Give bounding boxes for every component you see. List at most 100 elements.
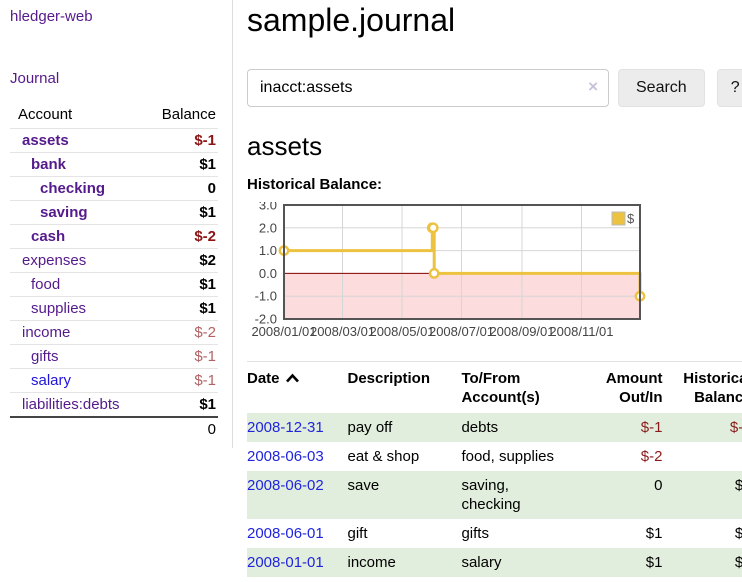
register-row: 2008-06-02 save saving, checking 0 $2 <box>247 471 742 519</box>
accounts-header-balance: Balance <box>161 106 216 123</box>
register-body: 2008-12-31 pay off debts $-1 $-1 2008-06… <box>247 413 742 577</box>
account-balance: $1 <box>199 204 216 221</box>
account-link[interactable]: saving <box>40 204 88 221</box>
transaction-date-link[interactable]: 2008-06-01 <box>247 525 324 542</box>
register-row: 2008-12-31 pay off debts $-1 $-1 <box>247 413 742 442</box>
account-link[interactable]: food <box>31 276 61 293</box>
register-table: Date Description To/From Account(s) Amou… <box>247 361 742 577</box>
account-link[interactable]: gifts <box>31 348 59 365</box>
nav-journal-link[interactable]: Journal <box>10 70 60 87</box>
accounts-total-spacer <box>10 416 148 441</box>
legend-swatch <box>611 211 626 226</box>
account-link[interactable]: checking <box>40 180 106 197</box>
transaction-accounts: salary <box>461 554 502 571</box>
account-heading: assets <box>247 131 323 161</box>
register-row: 2008-06-03 eat & shop food, supplies $-2… <box>247 442 742 471</box>
account-link[interactable]: supplies <box>31 300 87 317</box>
search-input[interactable] <box>247 69 609 107</box>
transaction-balance: $1 <box>734 554 742 571</box>
svg-text:2008/11/01: 2008/11/01 <box>549 324 613 339</box>
transaction-amount: $-2 <box>640 448 663 465</box>
transaction-amount: $1 <box>645 525 663 542</box>
account-row: assets $-1 <box>10 128 218 153</box>
svg-text:2008/05/01: 2008/05/01 <box>369 324 434 339</box>
account-link[interactable]: salary <box>31 372 72 389</box>
account-balance: $-1 <box>194 132 216 149</box>
data-point-marker <box>428 268 440 279</box>
help-button[interactable]: ? <box>716 69 742 107</box>
register-header-amount: Amount Out/In <box>605 370 663 406</box>
account-link[interactable]: assets <box>22 132 69 149</box>
transaction-balance: $2 <box>734 525 742 542</box>
account-link[interactable]: expenses <box>22 252 87 269</box>
chart-title: Historical Balance: <box>247 176 383 193</box>
transaction-date-link[interactable]: 2008-06-03 <box>247 448 324 465</box>
svg-text:2008/03/01: 2008/03/01 <box>310 324 375 339</box>
svg-text:0.0: 0.0 <box>259 266 277 281</box>
account-balance: $1 <box>199 276 216 293</box>
account-row: checking 0 <box>10 176 218 201</box>
transaction-accounts: gifts <box>461 525 489 542</box>
svg-text:2.0: 2.0 <box>259 220 277 235</box>
search-button[interactable]: Search <box>618 69 705 107</box>
transaction-date-link[interactable]: 2008-06-02 <box>247 477 324 494</box>
brand-link[interactable]: hledger-web <box>10 8 93 25</box>
register-header-date[interactable]: Date <box>247 362 347 414</box>
transaction-description: pay off <box>347 419 393 436</box>
svg-text:1.0: 1.0 <box>259 243 277 258</box>
accounts-total-value: 0 <box>147 416 218 441</box>
account-row: supplies $1 <box>10 296 218 321</box>
account-balance: $2 <box>199 252 216 269</box>
transaction-amount: 0 <box>654 477 663 494</box>
transaction-balance: $2 <box>734 477 742 494</box>
account-balance: $1 <box>199 156 216 173</box>
account-balance: $-2 <box>194 228 216 245</box>
account-link[interactable]: income <box>22 324 71 341</box>
search-form: × Search ? <box>247 69 742 107</box>
main-content: sample.journal × Search ? assets Histori… <box>233 0 742 577</box>
account-row: salary $-1 <box>10 368 218 393</box>
clear-search-icon[interactable]: × <box>588 77 598 96</box>
register-header-row: Date Description To/From Account(s) Amou… <box>247 362 742 414</box>
page-title: sample.journal <box>247 2 456 38</box>
transaction-date-link[interactable]: 2008-12-31 <box>247 419 324 436</box>
svg-text:2008/09/01: 2008/09/01 <box>489 324 554 339</box>
register-header-accounts: To/From Account(s) <box>461 370 540 406</box>
transaction-accounts: food, supplies <box>461 448 555 465</box>
transaction-description: gift <box>347 525 368 542</box>
transaction-description: income <box>347 554 396 571</box>
register-header-balance: Historical Balance <box>683 370 742 406</box>
account-balance: $-1 <box>194 372 216 389</box>
transaction-description: eat & shop <box>347 448 420 465</box>
transaction-accounts: debts <box>461 419 499 436</box>
account-link[interactable]: liabilities:debts <box>22 396 120 413</box>
sort-asc-icon <box>285 373 299 383</box>
account-balance: 0 <box>207 180 216 197</box>
account-row: saving $1 <box>10 200 218 225</box>
register-row: 2008-06-01 gift gifts $1 $2 <box>247 519 742 548</box>
transaction-date-link[interactable]: 2008-01-01 <box>247 554 324 571</box>
account-row: expenses $2 <box>10 248 218 273</box>
svg-text:-1.0: -1.0 <box>255 289 277 304</box>
account-row: food $1 <box>10 272 218 297</box>
transaction-accounts: saving, checking <box>461 477 521 513</box>
account-row: liabilities:debts $1 <box>10 392 218 418</box>
account-balance: $-2 <box>194 324 216 341</box>
transaction-amount: $1 <box>645 554 663 571</box>
svg-text:-2.0: -2.0 <box>255 312 277 327</box>
transaction-balance: $-1 <box>729 419 742 436</box>
account-link[interactable]: cash <box>31 228 66 245</box>
account-link[interactable]: bank <box>31 156 67 173</box>
account-row: gifts $-1 <box>10 344 218 369</box>
account-row: income $-2 <box>10 320 218 345</box>
account-row: bank $1 <box>10 152 218 177</box>
accounts-total-row: 0 <box>10 416 218 441</box>
accounts-table: Account Balance assets $-1 bank $1 check… <box>10 103 218 441</box>
account-balance: $1 <box>199 396 216 413</box>
sidebar: hledger-web Journal Account Balance asse… <box>0 0 233 448</box>
transaction-description: save <box>347 477 380 494</box>
register-row: 2008-01-01 income salary $1 $1 <box>247 548 742 577</box>
transaction-balance: 0 <box>664 442 742 471</box>
account-balance: $-1 <box>194 348 216 365</box>
